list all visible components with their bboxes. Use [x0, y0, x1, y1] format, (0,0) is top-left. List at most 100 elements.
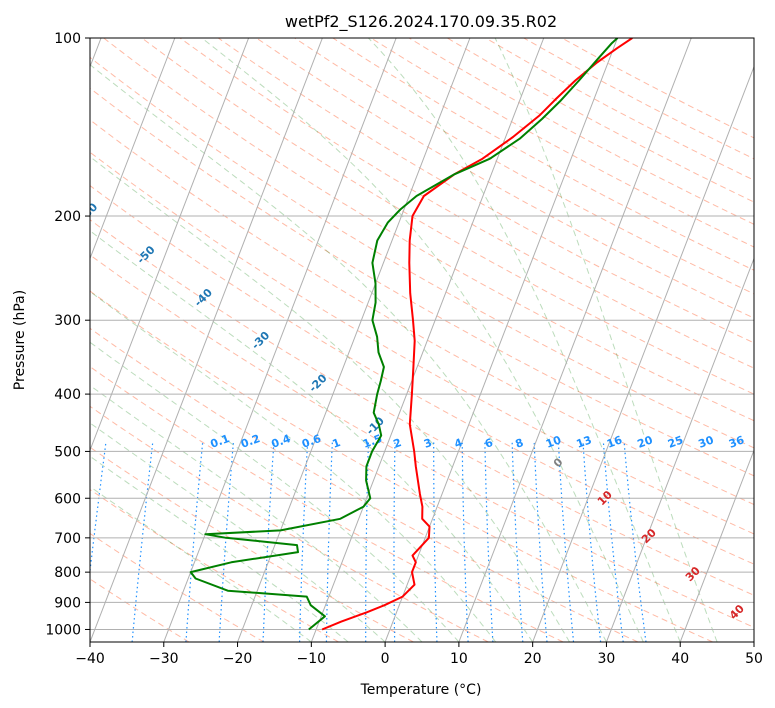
dry-adiabat-line	[141, 38, 754, 395]
y-tick-label: 200	[54, 209, 81, 225]
mixing-ratio-line	[131, 440, 154, 642]
dry-adiabat-line	[90, 119, 754, 506]
dry-adiabat-line	[90, 290, 713, 642]
mixing-ratio-line	[365, 440, 370, 642]
mixing-ratio-line	[90, 440, 107, 576]
dry-adiabat-line	[90, 366, 564, 642]
y-tick-label: 400	[54, 387, 81, 403]
mixing-ratio-label: 1.5	[361, 432, 384, 451]
mixing-ratio-label: 20	[636, 433, 655, 451]
mixing-ratio-line	[623, 440, 647, 642]
dry-adiabat-line	[90, 488, 339, 642]
mixing-ratio-label: 13	[575, 433, 594, 450]
isotherm-line	[310, 38, 545, 642]
isotherm-line	[90, 38, 250, 452]
dry-adiabat-label: -20	[306, 371, 329, 394]
dry-adiabat-line	[90, 151, 754, 535]
x-axis-ticks: −40 −30 −20 −10 0 10 20 30 40 50	[75, 642, 763, 667]
dry-adiabat-line	[332, 38, 754, 271]
mixing-ratio-label: 1	[331, 436, 343, 451]
dry-adiabat-label: -60	[77, 200, 100, 223]
mixing-ratio-label: 3	[422, 436, 434, 451]
y-axis-label: Pressure (hPa)	[12, 290, 28, 390]
chart-title: wetPf2_S126.2024.170.09.35.R02	[285, 12, 557, 32]
temperature-profile-line	[321, 38, 633, 631]
mixing-ratio-label: 0.1	[209, 432, 232, 451]
mixing-ratio-line	[185, 440, 204, 642]
plot-frame	[89, 37, 755, 643]
isotherm-line	[679, 448, 754, 642]
background-lines	[90, 38, 754, 642]
dry-adiabat-label: -70	[20, 157, 43, 180]
mixing-ratio-line	[393, 440, 396, 642]
x-tick-label: −10	[297, 651, 327, 667]
mixing-ratio-line	[461, 440, 469, 642]
x-tick-label: 20	[524, 651, 542, 667]
isotherm-line	[753, 640, 754, 642]
y-tick-label: 600	[54, 491, 81, 507]
moist-adiabat-label: 20	[639, 526, 659, 546]
y-tick-label: 800	[54, 565, 81, 581]
dry-adiabat-label: -30	[249, 329, 272, 352]
moist-adiabat-line	[90, 156, 571, 642]
x-tick-label: 50	[745, 651, 763, 667]
moist-adiabat-line	[90, 290, 497, 642]
moist-adiabat-line	[90, 341, 460, 642]
isotherm-line	[384, 38, 618, 642]
dry-adiabat-line	[90, 405, 489, 642]
y-tick-label: 1000	[45, 622, 81, 638]
moist-adiabat-line	[368, 38, 681, 642]
mixing-ratio-line	[484, 440, 494, 642]
x-tick-label: −30	[149, 651, 179, 667]
moist-adiabat-line	[90, 422, 386, 642]
moist-adiabat-line	[90, 384, 423, 642]
x-tick-label: 30	[598, 651, 616, 667]
isotherm-line	[458, 38, 692, 642]
dry-adiabat-line	[370, 38, 754, 248]
y-axis-ticks: 100 200 300 400 500 600 700 800 900 1000	[45, 31, 90, 638]
x-tick-label: 10	[450, 651, 468, 667]
mixing-ratio-label: 0.4	[270, 432, 293, 451]
mixing-ratio-label: 25	[666, 433, 685, 450]
mixing-ratio-label: 0.2	[239, 432, 262, 451]
dry-adiabat-line	[90, 87, 754, 477]
mixing-ratio-label: 10	[544, 433, 563, 451]
dry-adiabat-line	[90, 532, 265, 642]
mixing-ratio-line	[262, 440, 275, 642]
dry-adiabat-line	[561, 38, 754, 139]
isotherm-line	[605, 257, 754, 642]
isotherm-line	[90, 38, 176, 260]
grid-lines	[90, 38, 754, 642]
isotherm-line	[532, 65, 754, 642]
mixing-ratio-label: 4	[453, 436, 465, 451]
moist-adiabat-line	[90, 230, 534, 642]
mixing-ratio-label: 6	[483, 436, 495, 451]
dry-adiabat-line	[90, 254, 754, 628]
mixing-ratio-label: 2	[392, 436, 404, 451]
moist-adiabat-label: 0	[551, 455, 566, 470]
dry-adiabat-line	[256, 38, 754, 319]
y-tick-label: 300	[54, 313, 81, 329]
mixing-ratio-line	[299, 440, 309, 642]
mixing-ratio-line	[218, 440, 235, 642]
mixing-ratio-line	[557, 440, 575, 642]
dewpoint-profile-line	[189, 38, 619, 631]
mixing-ratio-label: 30	[697, 433, 716, 451]
moist-adiabat-line	[90, 455, 349, 642]
mixing-ratio-line	[325, 440, 333, 642]
isotherm-line	[163, 38, 397, 642]
x-tick-label: −20	[223, 651, 253, 667]
mixing-ratio-line	[602, 440, 624, 642]
mixing-ratio-label: 0.6	[300, 432, 323, 451]
isotherm-line	[90, 38, 323, 642]
dry-adiabat-line	[90, 219, 754, 596]
mixing-ratio-label: 16	[605, 433, 624, 451]
dry-adiabat-label: -50	[134, 243, 157, 266]
mixing-ratio-label: 8	[514, 436, 526, 451]
isotherm-line	[237, 38, 471, 642]
y-tick-label: 500	[54, 444, 81, 460]
moist-adiabat-line	[201, 38, 644, 642]
dry-adiabat-label: -40	[192, 286, 215, 309]
x-tick-label: 0	[381, 651, 390, 667]
